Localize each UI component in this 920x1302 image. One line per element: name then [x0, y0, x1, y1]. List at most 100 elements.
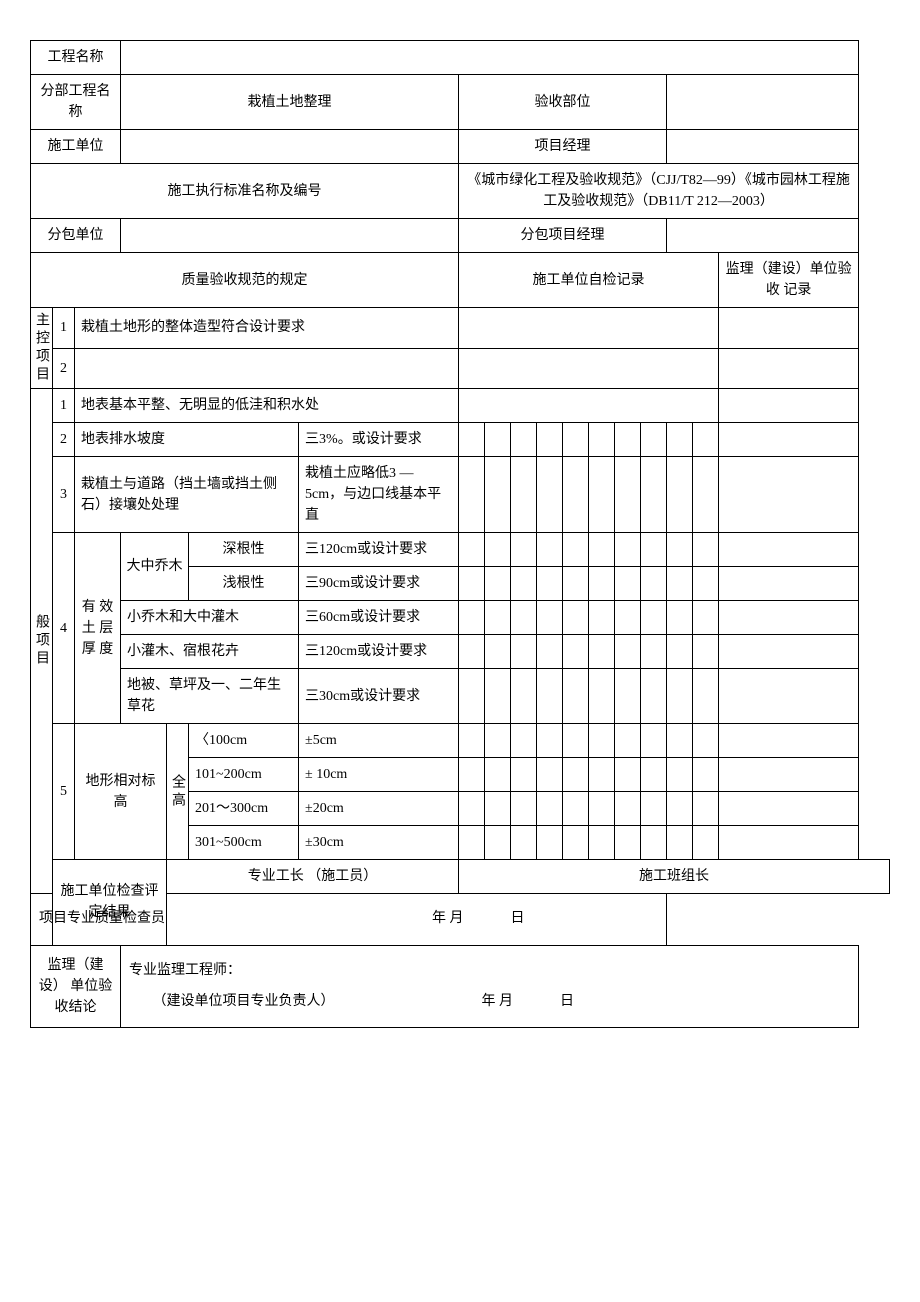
gen-r4c-c1 [459, 635, 485, 669]
gen-r4a1-supervise [719, 533, 859, 567]
gen-r5-num: 5 [53, 724, 75, 860]
gen-r4a2-c8 [641, 567, 667, 601]
gen-r1-text: 地表基本平整、无明显的低洼和积水处 [75, 389, 459, 423]
std-label: 施工执行标准名称及编号 [31, 164, 459, 219]
gen-r3-c5 [563, 457, 589, 533]
gen-r2-c6 [589, 423, 615, 457]
gen-r2-c10 [693, 423, 719, 457]
gen-r5a-c5 [563, 724, 589, 758]
supervise-result-block: 专业监理工程师： （建设单位项目专业负责人） 年 月 日 [121, 945, 859, 1028]
gen-r5d-c2 [485, 826, 511, 860]
gen-r5d-supervise [719, 826, 859, 860]
gen-r3-num: 3 [53, 457, 75, 533]
gen-r4a-sub2: 浅根性 [189, 567, 299, 601]
gen-r5a-range: 〈100cm [189, 724, 299, 758]
gen-r3-c10 [693, 457, 719, 533]
date-d-1: 日 [511, 911, 525, 926]
gen-r5c-c2 [485, 792, 511, 826]
gen-r2-c1 [459, 423, 485, 457]
gen-r5d-c4 [537, 826, 563, 860]
gen-r5-sub: 全高 [167, 724, 189, 860]
gen-r4d-c6 [589, 669, 615, 724]
gen-r5b-c5 [563, 758, 589, 792]
accept-part-value [667, 75, 859, 130]
gen-r4a1-c10 [693, 533, 719, 567]
gen-r4a2-c5 [563, 567, 589, 601]
project-name-label: 工程名称 [31, 41, 121, 75]
quality-inspector-text: 项目专业质量检查员 [39, 911, 165, 926]
gen-r5c-c4 [537, 792, 563, 826]
gen-r5b-c9 [667, 758, 693, 792]
gen-r5b-supervise [719, 758, 859, 792]
gen-r5a-supervise [719, 724, 859, 758]
gen-r2-text: 地表排水坡度 [75, 423, 299, 457]
gen-r3-text: 栽植土与道路（挡土墙或挡土侧石）接壤处处理 [75, 457, 299, 533]
date-d-2: 日 [560, 994, 574, 1009]
gen-r5c-c7 [615, 792, 641, 826]
gen-r5b-c6 [589, 758, 615, 792]
gen-r4d-supervise [719, 669, 859, 724]
subcontractor-label: 分包单位 [31, 219, 121, 253]
gen-r4a2-c3 [511, 567, 537, 601]
main-ctrl-group-label: 主控项目 [31, 308, 53, 389]
gen-r4a-sub1-req: 三120cm或设计要求 [299, 533, 459, 567]
gen-r5b-req: ± 10cm [299, 758, 459, 792]
gen-r4d-c2 [485, 669, 511, 724]
subcontractor-value [121, 219, 459, 253]
main-ctrl-row2-check [459, 348, 719, 389]
gen-r2-c5 [563, 423, 589, 457]
gen-r4b-c3 [511, 601, 537, 635]
accept-part-label: 验收部位 [459, 75, 667, 130]
gen-r1-num: 1 [53, 389, 75, 423]
gen-r2-c9 [667, 423, 693, 457]
date-ym-2: 年 月 [482, 994, 514, 1009]
gen-r5c-c9 [667, 792, 693, 826]
gen-r3-c4 [537, 457, 563, 533]
supervisor-engineer-text: 专业监理工程师： [129, 956, 850, 987]
gen-r5d-req: ±30cm [299, 826, 459, 860]
gen-r4b-c2 [485, 601, 511, 635]
gen-r3-req: 栽植土应略低3 — 5cm，与边口线基本平直 [299, 457, 459, 533]
gen-r5d-c5 [563, 826, 589, 860]
gen-r4a2-c7 [615, 567, 641, 601]
sub-pm-label: 分包项目经理 [459, 219, 667, 253]
gen-r5c-c1 [459, 792, 485, 826]
project-name-value [121, 41, 859, 75]
gen-r4d-c7 [615, 669, 641, 724]
gen-r5c-req: ±20cm [299, 792, 459, 826]
gen-r5b-c4 [537, 758, 563, 792]
gen-r5c-supervise [719, 792, 859, 826]
gen-r5-label: 地形相对标高 [75, 724, 167, 860]
gen-r3-c6 [589, 457, 615, 533]
gen-r4a1-c9 [667, 533, 693, 567]
gen-r5a-req: ±5cm [299, 724, 459, 758]
gen-r4c-req: 三120cm或设计要求 [299, 635, 459, 669]
gen-r5b-c1 [459, 758, 485, 792]
gen-r4a1-c7 [615, 533, 641, 567]
gen-r2-c7 [615, 423, 641, 457]
gen-r4c-c7 [615, 635, 641, 669]
pm-label: 项目经理 [459, 130, 667, 164]
gen-r4d-c9 [667, 669, 693, 724]
gen-r4d-cat: 地被、草坪及一、二年生草花 [121, 669, 299, 724]
main-ctrl-row2-text [75, 348, 459, 389]
gen-r4b-supervise [719, 601, 859, 635]
sub-project-label: 分部工程名称 [31, 75, 121, 130]
gen-r4c-supervise [719, 635, 859, 669]
gen-r5b-range: 101~200cm [189, 758, 299, 792]
gen-r5a-c9 [667, 724, 693, 758]
gen-r5d-c7 [615, 826, 641, 860]
gen-r5a-c2 [485, 724, 511, 758]
gen-r4-num: 4 [53, 533, 75, 724]
gen-r2-supervise [719, 423, 859, 457]
gen-r5d-c6 [589, 826, 615, 860]
gen-r4c-c3 [511, 635, 537, 669]
gen-r4b-c6 [589, 601, 615, 635]
general-group-label: 般项目 [31, 389, 53, 894]
supervise-label: 监理（建设）单位验收 记录 [719, 253, 859, 308]
gen-r4c-c8 [641, 635, 667, 669]
gen-r4a2-c6 [589, 567, 615, 601]
sub-pm-value [667, 219, 859, 253]
date-ym-1: 年 月 [432, 911, 464, 926]
gen-r4c-c10 [693, 635, 719, 669]
